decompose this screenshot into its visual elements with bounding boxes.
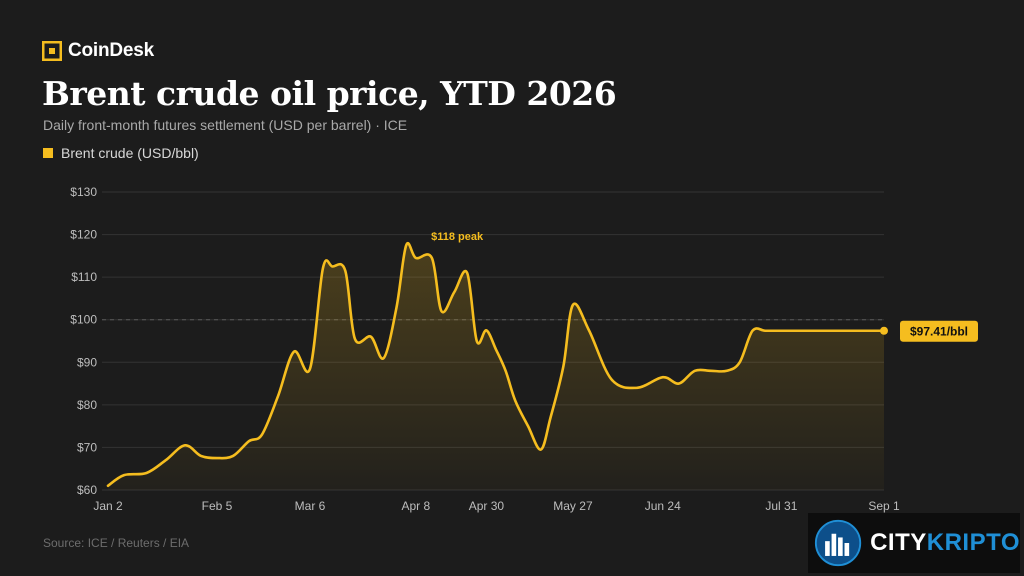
watermark: CITYKRIPTO [808, 513, 1020, 573]
y-tick-label: $80 [77, 398, 97, 412]
city-skyline-logo-icon [814, 519, 862, 567]
x-tick-label: Jan 2 [93, 499, 123, 513]
y-tick-label: $120 [70, 228, 97, 242]
last-value-label: $97.41/bbl [910, 325, 968, 339]
x-tick-label: Apr 30 [469, 499, 505, 513]
x-tick-label: Jul 31 [765, 499, 797, 513]
legend-label: Brent crude (USD/bbl) [61, 145, 199, 161]
chart-subtitle: Daily front-month futures settlement (US… [43, 117, 408, 133]
y-tick-label: $90 [77, 355, 97, 369]
peak-annotation: $118 peak [431, 231, 484, 243]
watermark-part-b: KRIPTO [926, 529, 1020, 556]
x-tick-label: Sep 1 [868, 499, 900, 513]
x-tick-label: May 27 [553, 499, 593, 513]
legend: Brent crude (USD/bbl) [43, 145, 199, 161]
last-value-dot [880, 326, 888, 335]
last-value-badge [900, 320, 978, 342]
area-fill [108, 243, 884, 490]
y-tick-label: $110 [71, 270, 97, 284]
x-tick-label: Apr 8 [401, 499, 430, 513]
legend-swatch [43, 148, 53, 158]
brand-logo: CoinDesk [42, 40, 154, 62]
y-tick-label: $70 [77, 440, 97, 454]
x-tick-label: Mar 6 [295, 499, 326, 513]
chart-title: Brent crude oil price, YTD 2026 [42, 74, 617, 113]
watermark-text: CITYKRIPTO [870, 529, 1020, 557]
series-line [106, 242, 886, 488]
y-tick-label: $130 [70, 185, 97, 199]
source-note: Source: ICE / Reuters / EIA [43, 536, 190, 550]
brand-name: CoinDesk [68, 40, 155, 61]
y-tick-label: $60 [77, 483, 97, 497]
x-tick-label: Jun 24 [645, 499, 681, 513]
coindesk-logo-icon [42, 41, 62, 61]
watermark-part-a: CITY [870, 529, 927, 556]
y-tick-label: $100 [70, 313, 97, 327]
x-tick-label: Feb 5 [202, 499, 233, 513]
